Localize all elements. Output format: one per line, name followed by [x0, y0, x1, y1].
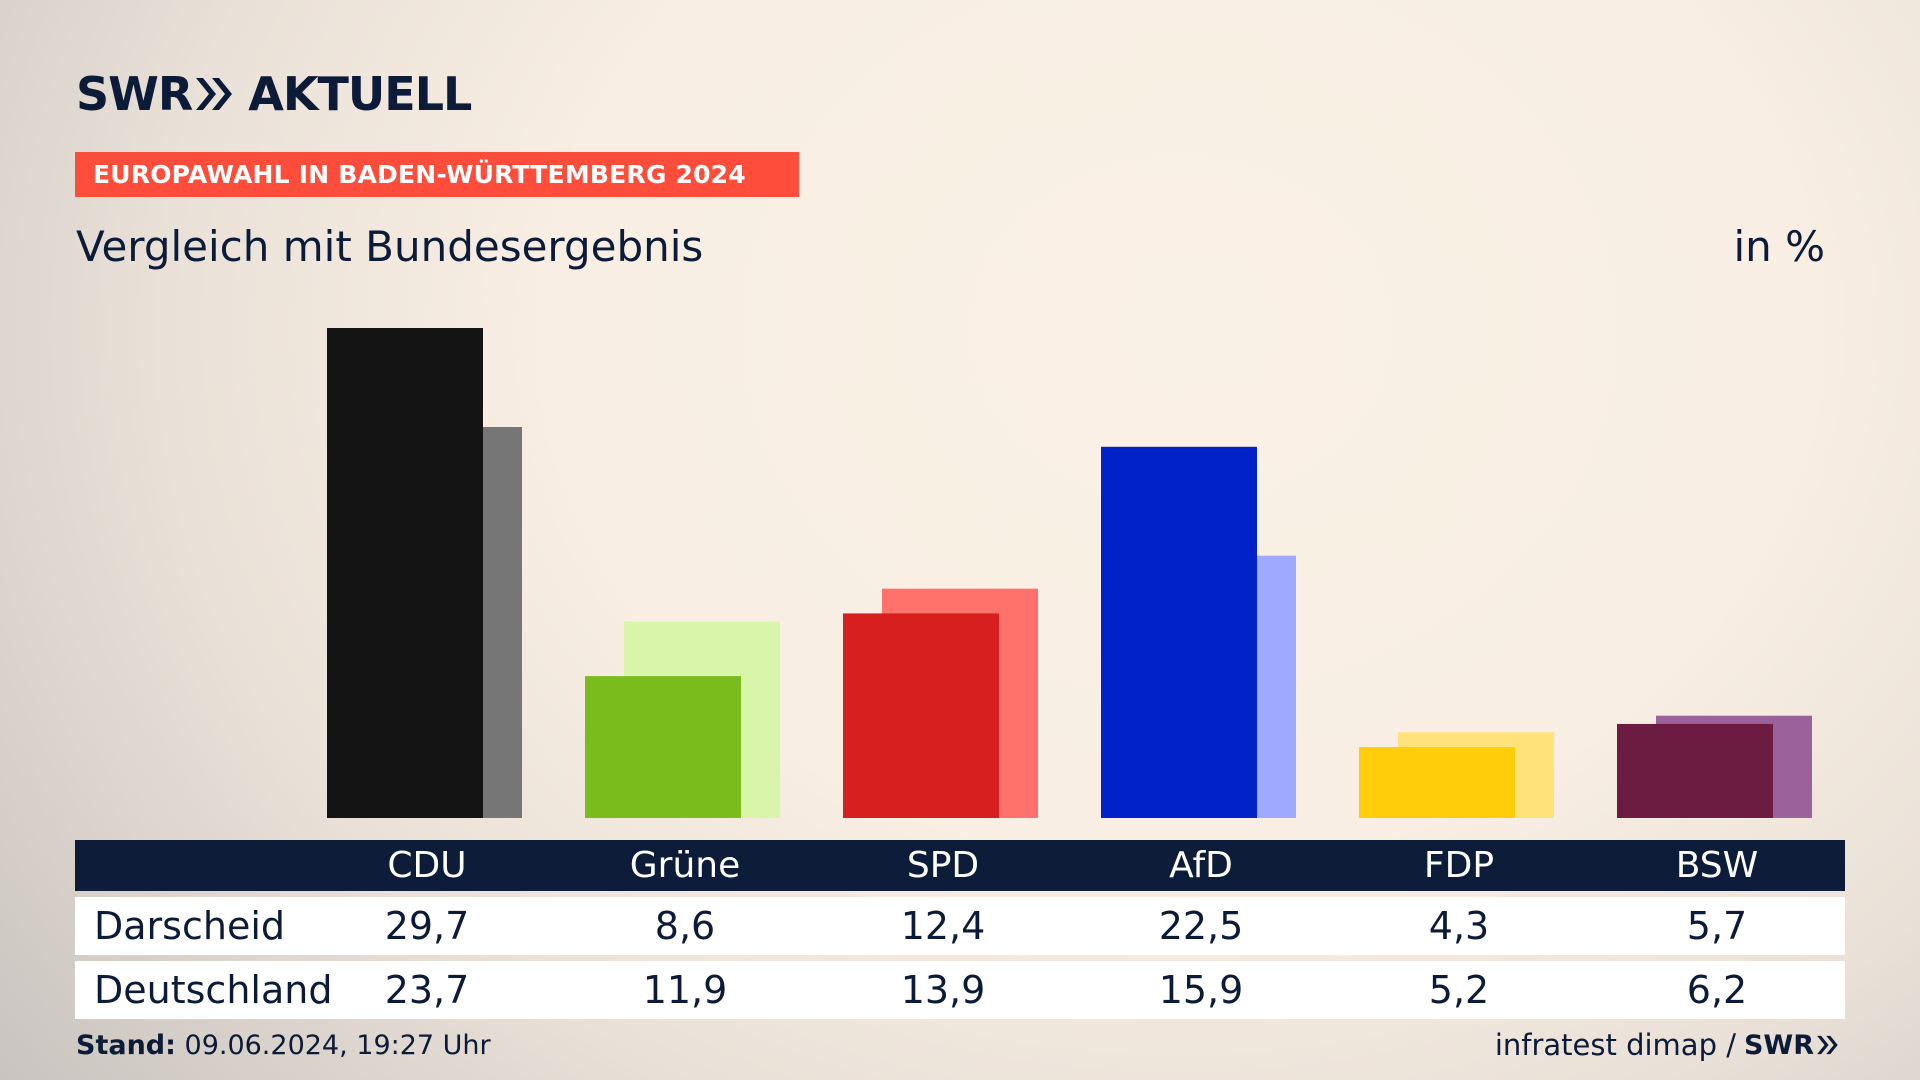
row-label: Darscheid	[94, 904, 286, 948]
stand-value: 09.06.2024, 19:27 Uhr	[184, 1030, 491, 1061]
value-cell: 23,7	[384, 968, 470, 1012]
value-cell: 8,6	[654, 904, 716, 948]
unit-label: in %	[1733, 222, 1825, 271]
stand-label: Stand:	[76, 1030, 176, 1061]
value-cell: 11,9	[642, 968, 728, 1012]
value-cell: 4,3	[1428, 904, 1490, 948]
swr-small-logo-text: SWR	[1743, 1029, 1814, 1061]
logo-swr-text: SWR	[76, 67, 193, 121]
value-cell: 5,7	[1686, 904, 1748, 948]
source-credit: infratest dimap / SWR	[1495, 1028, 1840, 1062]
bar-local-grüne	[585, 676, 741, 818]
election-banner: EUROPAWAHL IN BADEN-WÜRTTEMBERG 2024	[75, 152, 799, 197]
row-label: Deutschland	[94, 968, 333, 1012]
bar-local-bsw	[1617, 723, 1773, 818]
results-table: CDU Grüne SPD AfD FDP BSW Darscheid 29,7 8,6 12…	[75, 840, 1845, 1019]
table-row: Darscheid 29,7 8,6 12,4 22,5 4,3 5,7	[75, 897, 1845, 955]
value-cell: 15,9	[1158, 968, 1244, 1012]
table-row: Deutschland 23,7 11,9 13,9 15,9 5,2 6,2	[75, 961, 1845, 1019]
double-chevron-icon	[1817, 1035, 1838, 1055]
header-afd: AfD	[1169, 845, 1233, 886]
value-cell: 29,7	[384, 904, 470, 948]
bar-local-fdp	[1359, 747, 1515, 818]
value-cell: 13,9	[900, 968, 986, 1012]
value-cell: 6,2	[1686, 968, 1748, 1012]
header-spd: SPD	[906, 845, 980, 886]
double-chevron-icon	[196, 78, 233, 110]
value-cell: 12,4	[900, 904, 986, 948]
bar-local-spd	[843, 613, 999, 818]
bar-local-cdu	[327, 328, 483, 818]
value-cell: 5,2	[1428, 968, 1490, 1012]
source-text: infratest dimap /	[1494, 1028, 1736, 1062]
header-fdp: FDP	[1423, 845, 1495, 886]
timestamp: Stand: 09.06.2024, 19:27 Uhr	[76, 1030, 491, 1061]
swr-aktuell-logo: SWR AKTUELL	[76, 66, 472, 122]
table-header: CDU Grüne SPD AfD FDP BSW	[75, 840, 1845, 891]
bar-chart	[327, 328, 1812, 818]
bar-local-afd	[1101, 446, 1257, 818]
value-cell: 22,5	[1158, 904, 1244, 948]
logo-aktuell-text: AKTUELL	[248, 67, 472, 121]
chart-subtitle: Vergleich mit Bundesergebnis	[76, 222, 704, 271]
header-bsw: BSW	[1675, 845, 1759, 886]
header-cdu: CDU	[387, 845, 467, 886]
header-grüne: Grüne	[629, 845, 741, 886]
swr-small-logo: SWR	[1744, 1030, 1840, 1061]
